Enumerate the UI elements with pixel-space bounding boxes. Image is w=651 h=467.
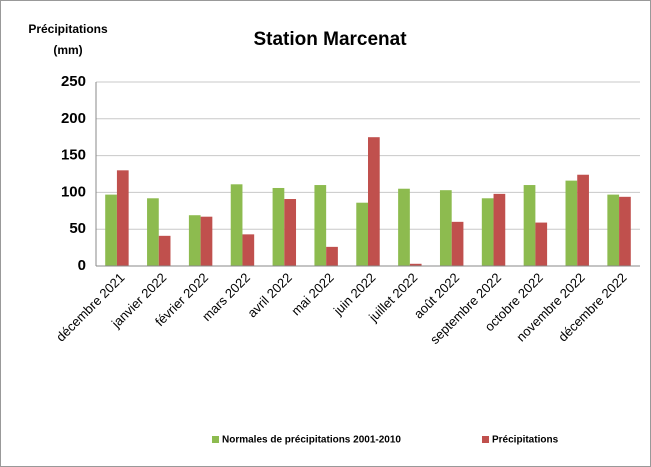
legend-swatch — [482, 436, 489, 443]
bar — [565, 180, 578, 266]
y-axis-title: Précipitations — [28, 22, 108, 36]
bar — [356, 202, 368, 266]
bar — [314, 185, 327, 266]
bar — [577, 174, 589, 266]
y-tick-label: 200 — [61, 110, 86, 127]
bar — [158, 235, 171, 266]
bar — [409, 263, 422, 266]
bar — [147, 198, 159, 266]
bar — [242, 234, 255, 266]
bar — [326, 246, 338, 266]
bar — [398, 188, 410, 266]
bar — [188, 215, 201, 266]
bar — [619, 196, 631, 266]
bar — [481, 198, 494, 266]
y-axis-title: (mm) — [53, 43, 82, 57]
y-tick-label: 0 — [78, 257, 86, 274]
y-tick-label: 250 — [61, 73, 86, 90]
y-tick-label: 150 — [61, 147, 86, 164]
bar — [535, 222, 548, 266]
bar — [105, 194, 117, 266]
bar — [523, 185, 536, 266]
legend-label: Précipitations — [492, 435, 559, 446]
legend-swatch — [212, 436, 219, 443]
chart-title: Station Marcenat — [253, 29, 407, 50]
y-tick-label: 100 — [61, 183, 86, 200]
bar — [607, 194, 620, 266]
bar — [493, 193, 506, 266]
bar — [368, 137, 380, 266]
bar — [230, 184, 243, 266]
legend-label: Normales de précipitations 2001-2010 — [222, 435, 401, 446]
bar — [272, 187, 285, 266]
bar — [451, 221, 464, 266]
bar — [116, 170, 129, 266]
bar — [200, 216, 213, 266]
y-tick-label: 50 — [69, 220, 86, 237]
bar — [284, 199, 297, 266]
bar — [439, 190, 452, 266]
